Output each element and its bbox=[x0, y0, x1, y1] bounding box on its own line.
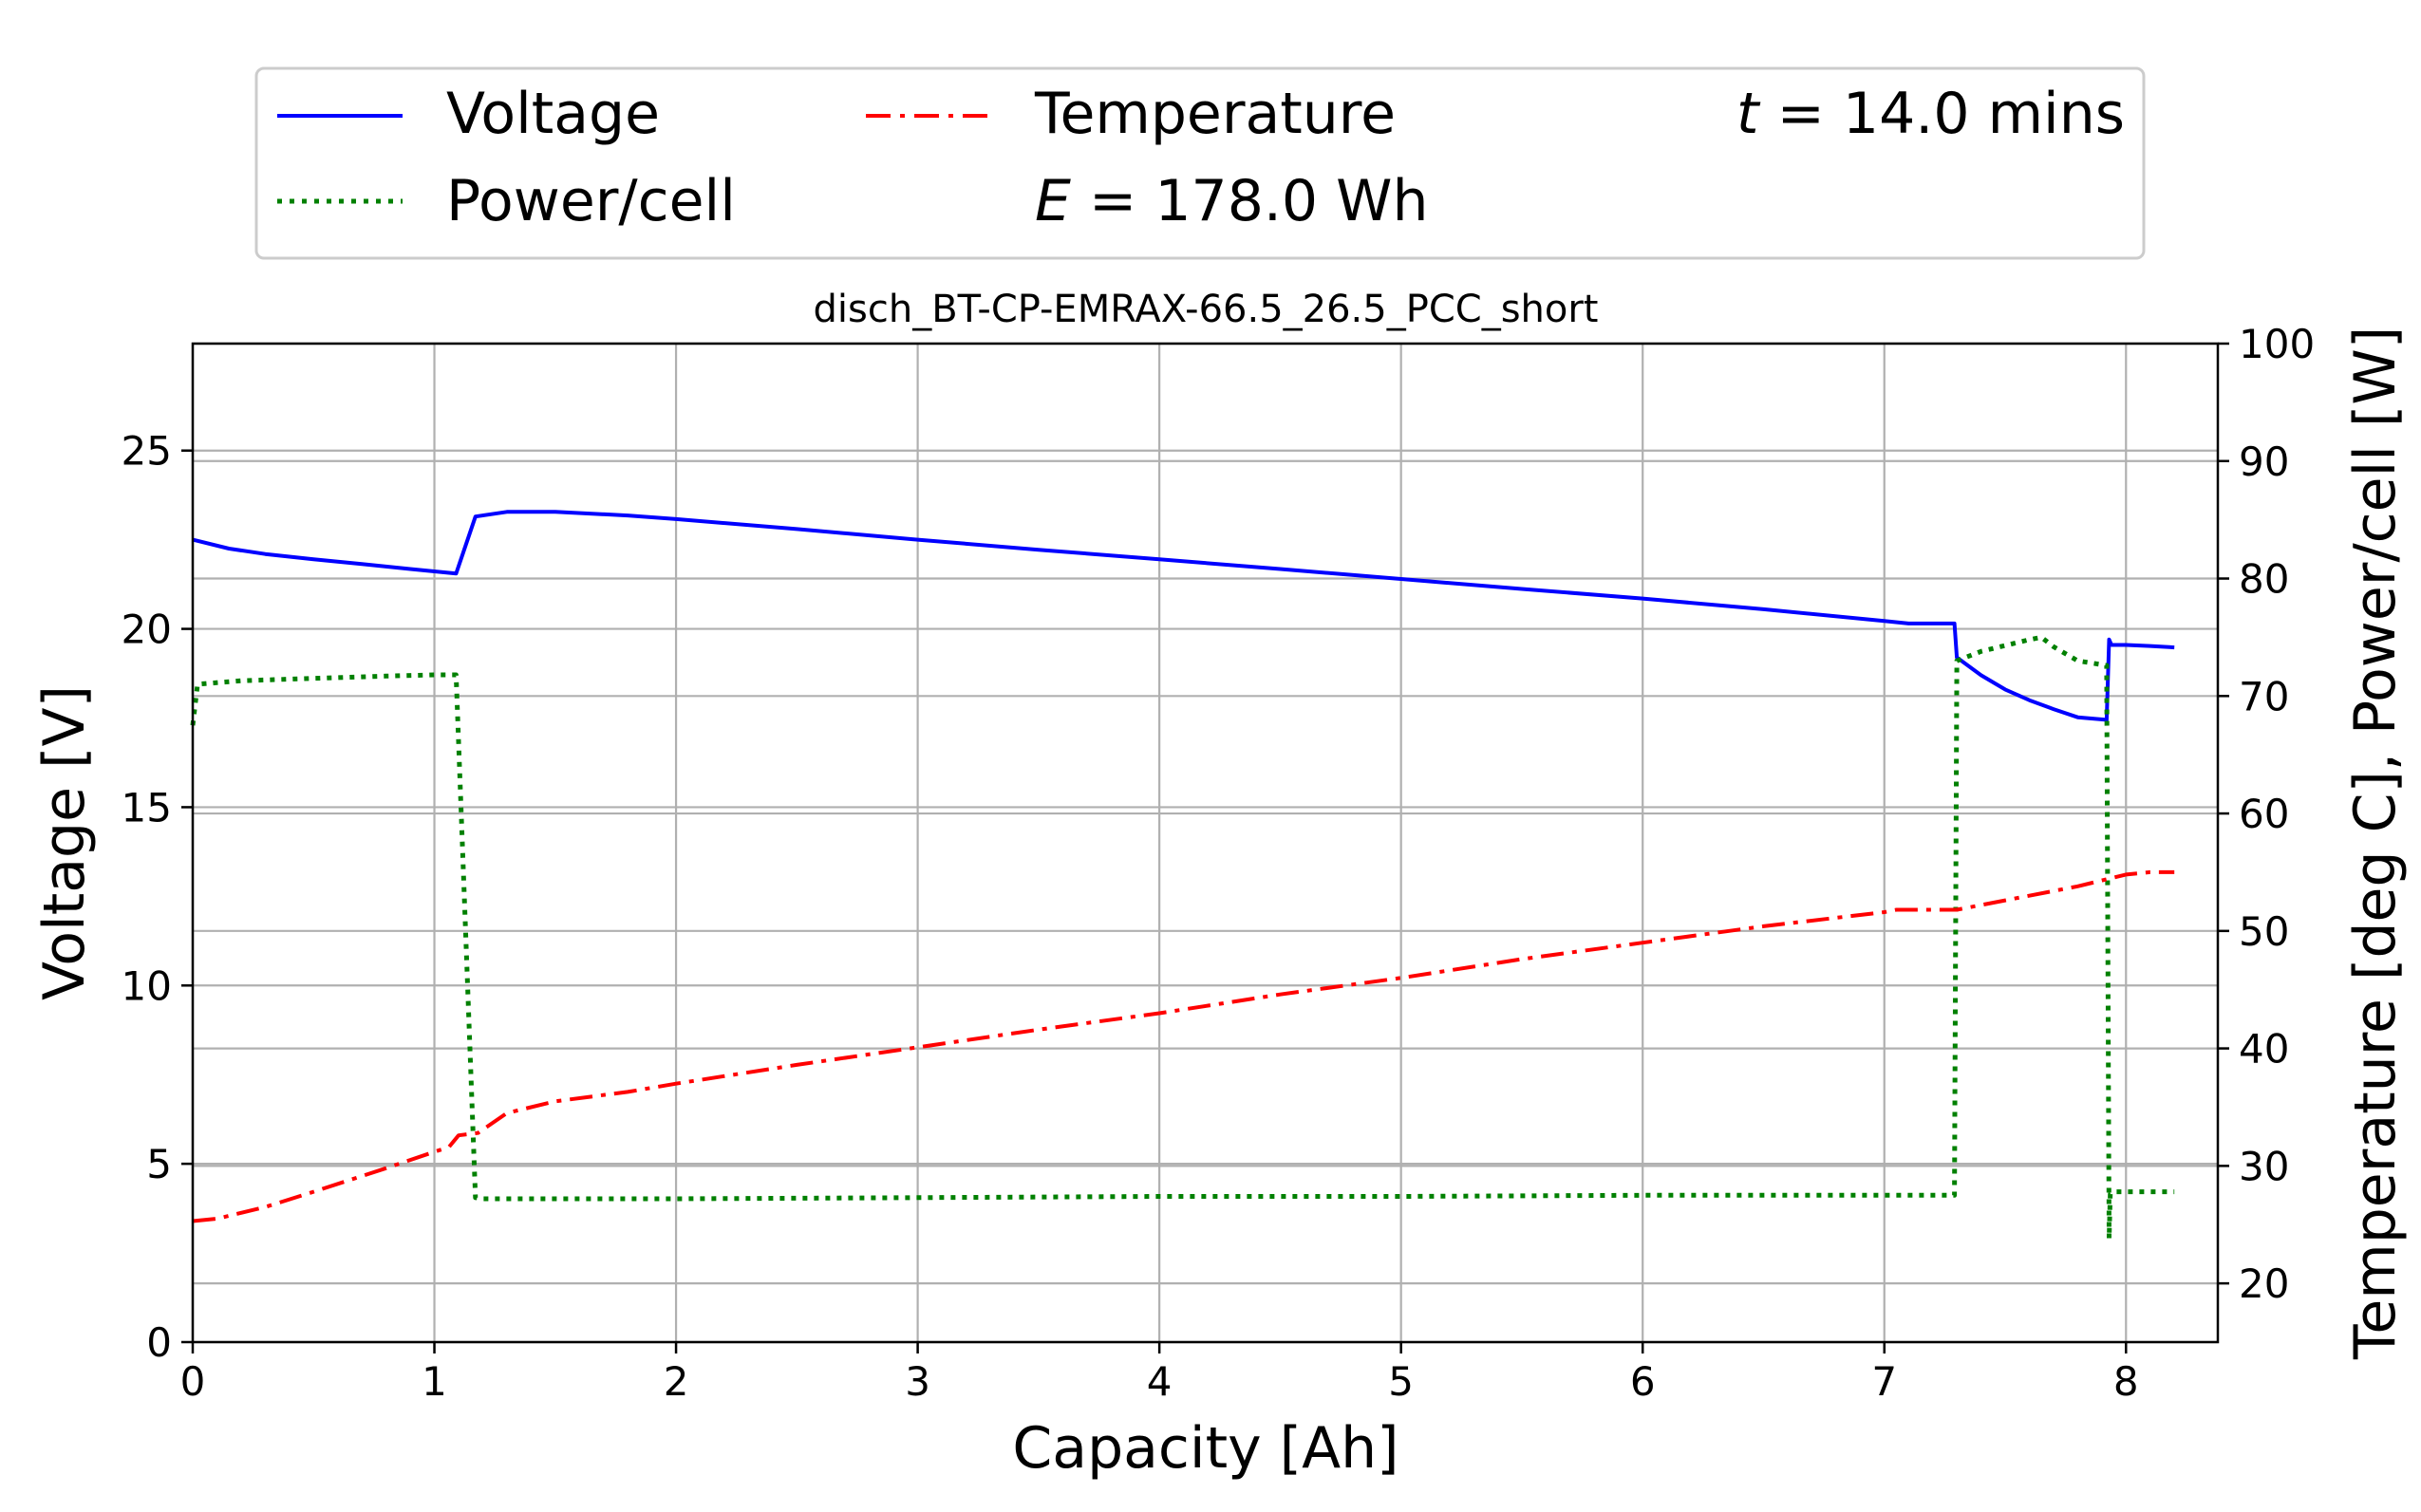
plot-frame bbox=[191, 342, 2220, 1344]
energy-annotation: E = 178.0 Wh bbox=[1035, 168, 1429, 234]
y2-tick-label: 80 bbox=[2239, 556, 2289, 603]
y-tick-label: 10 bbox=[122, 962, 172, 1009]
voltage-line bbox=[192, 510, 2175, 722]
y-tick-label: 5 bbox=[146, 1141, 172, 1187]
temperature-line bbox=[192, 869, 2175, 1223]
legend-frame bbox=[254, 66, 2146, 260]
legend-voltage-label: Voltage bbox=[446, 81, 660, 147]
power-cell-line bbox=[190, 634, 2175, 1241]
energy-annotation-symbol: E bbox=[1035, 168, 1071, 234]
y2-tick-label: 100 bbox=[2239, 321, 2315, 367]
chart-title: disch_BT-CP-EMRAX-66.5_26.5_PCC_short bbox=[814, 288, 1599, 331]
y2-tick-label: 60 bbox=[2239, 791, 2289, 837]
x-tick-label: 1 bbox=[422, 1358, 447, 1405]
y2-tick-label: 30 bbox=[2239, 1143, 2289, 1189]
y-tick-label: 15 bbox=[122, 784, 172, 831]
x-tick-label: 4 bbox=[1147, 1358, 1173, 1405]
time-annotation: t = 14.0 mins bbox=[1736, 81, 2125, 147]
x-tick-label: 0 bbox=[180, 1358, 206, 1405]
plot-series bbox=[190, 510, 2175, 1241]
y-tick-label: 0 bbox=[146, 1319, 172, 1366]
legend-power-label: Power/cell bbox=[446, 168, 736, 234]
y-axis-label: Voltage [V] bbox=[31, 685, 98, 1000]
x-tick-label: 3 bbox=[905, 1358, 930, 1405]
y2-tick-label: 40 bbox=[2239, 1026, 2289, 1073]
x-axis-label: Capacity [Ah] bbox=[1012, 1415, 1398, 1482]
y2-axis-label: Temperature [deg C], Power/cell [W] bbox=[2342, 327, 2409, 1360]
y2-tick-label: 50 bbox=[2239, 908, 2289, 955]
time-annotation-value: = 14.0 mins bbox=[1759, 81, 2126, 147]
x-tick-label: 7 bbox=[1871, 1358, 1897, 1405]
x-tick-label: 5 bbox=[1388, 1358, 1414, 1405]
grid-lines bbox=[191, 342, 2218, 1344]
energy-annotation-value: = 178.0 Wh bbox=[1071, 168, 1429, 234]
y2-tick-label: 90 bbox=[2239, 439, 2289, 485]
x-tick-label: 6 bbox=[1630, 1358, 1656, 1405]
y2-tick-label: 70 bbox=[2239, 673, 2289, 719]
x-tick-label: 2 bbox=[664, 1358, 689, 1405]
y-tick-label: 20 bbox=[122, 607, 172, 653]
legend: Voltage Temperature t = 14.0 mins Power/… bbox=[254, 66, 2146, 260]
time-annotation-symbol: t bbox=[1736, 81, 1761, 147]
legend-temperature-label: Temperature bbox=[1034, 81, 1396, 147]
x-tick-label: 8 bbox=[2113, 1358, 2139, 1405]
y-tick-label: 25 bbox=[122, 428, 172, 475]
y2-tick-label: 20 bbox=[2239, 1260, 2289, 1307]
